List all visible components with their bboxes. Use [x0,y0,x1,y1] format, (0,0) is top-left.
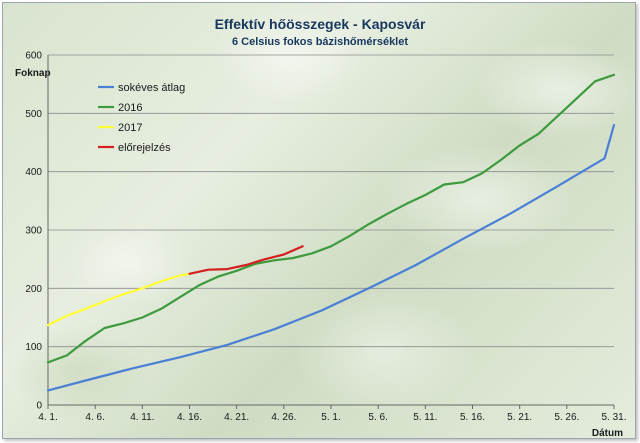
x-tick-label: 5. 1. [321,412,340,423]
y-tick-label: 500 [25,109,42,120]
series-line-1 [46,123,616,392]
legend-label: előrejelzés [118,142,171,154]
legend: sokéves átlag 2016 2017 előrejelzés [98,82,185,154]
y-tick-label: 0 [36,401,42,412]
y-tick-label: 400 [25,167,42,178]
series-line-4 [188,245,304,275]
y-tick-label: 200 [25,284,42,295]
chart-title: Effektív hőösszegek - Kaposvár [215,16,426,32]
x-tick-label: 5. 21. [507,412,532,423]
x-tick-label: 5. 26. [554,412,579,423]
y-axis-title: Foknap [15,68,51,79]
series-line-3 [46,272,191,327]
y-tick-label: 100 [25,342,42,353]
x-tick-label: 4. 1. [38,412,57,423]
x-tick-label: 4. 11. [130,412,154,423]
x-tick-label: 4. 16. [177,412,202,423]
legend-label: 2017 [118,122,142,134]
x-tick-label: 4. 6. [85,412,104,423]
x-tick-label: 5. 6. [368,412,387,423]
chart-frame: Effektív hőösszegek - Kaposvár 6 Celsius… [2,2,636,439]
x-axis-title: Dátum [592,428,623,439]
legend-label: 2016 [118,102,142,114]
y-tick-label: 600 [25,51,42,62]
x-tick-label: 4. 21. [224,412,249,423]
axes: 0 100 200 300 400 500 600 4. 1. 4. 6. 4. 11. 4. 16… [25,51,626,424]
y-tick-label: 300 [25,226,42,237]
chart-subtitle: 6 Celsius fokos bázishőmérséklet [232,36,408,48]
x-tick-label: 5. 11. [413,412,437,423]
legend-label: sokéves átlag [118,82,185,94]
line-chart: Effektív hőösszegek - Kaposvár 6 Celsius… [15,16,627,439]
x-tick-label: 4. 26. [271,412,296,423]
series-lines [46,73,616,392]
x-tick-label: 5. 31. [601,412,626,423]
x-tick-label: 5. 16. [460,412,485,423]
series-line-2 [46,73,616,364]
